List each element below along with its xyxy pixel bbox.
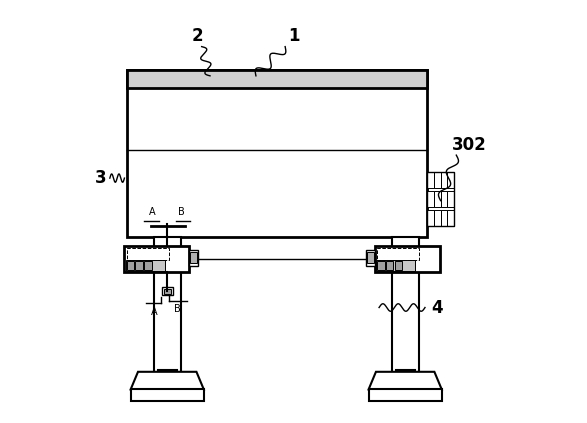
Bar <box>164 289 171 294</box>
Polygon shape <box>131 372 204 389</box>
Bar <box>367 252 374 264</box>
Bar <box>127 69 427 236</box>
Bar <box>434 172 441 188</box>
Text: A: A <box>150 307 157 317</box>
Bar <box>127 69 427 88</box>
Bar <box>131 389 204 401</box>
Bar <box>124 246 189 272</box>
Bar <box>366 250 375 266</box>
Text: B: B <box>178 207 185 217</box>
Text: 302: 302 <box>452 136 487 154</box>
Bar <box>427 210 434 226</box>
Bar <box>434 210 441 226</box>
Bar <box>434 191 441 207</box>
Text: A: A <box>149 207 156 217</box>
Bar <box>375 246 440 272</box>
Bar <box>441 172 447 188</box>
Bar <box>377 248 419 261</box>
Text: B: B <box>174 304 181 314</box>
Bar <box>386 261 393 270</box>
Bar <box>392 236 419 391</box>
Bar <box>189 250 198 266</box>
Text: 1: 1 <box>288 27 299 45</box>
Bar <box>447 191 454 207</box>
Bar <box>126 260 164 271</box>
Bar <box>441 210 447 226</box>
Bar <box>377 261 384 270</box>
Text: 3: 3 <box>95 169 106 187</box>
Bar <box>144 261 151 270</box>
Bar <box>396 370 414 391</box>
Bar <box>127 248 168 261</box>
Bar <box>158 370 177 391</box>
Bar <box>376 260 415 271</box>
Bar <box>369 389 441 401</box>
Bar <box>154 236 181 391</box>
Bar <box>135 261 143 270</box>
Polygon shape <box>369 372 441 389</box>
Bar <box>447 210 454 226</box>
Text: 4: 4 <box>431 299 443 316</box>
Text: 2: 2 <box>192 27 203 45</box>
Bar <box>441 191 447 207</box>
Bar <box>190 252 197 264</box>
Bar <box>394 261 402 270</box>
Bar <box>427 172 434 188</box>
Bar <box>427 191 434 207</box>
Bar <box>427 172 454 226</box>
Bar <box>127 261 134 270</box>
Bar <box>162 288 173 295</box>
Bar <box>447 172 454 188</box>
